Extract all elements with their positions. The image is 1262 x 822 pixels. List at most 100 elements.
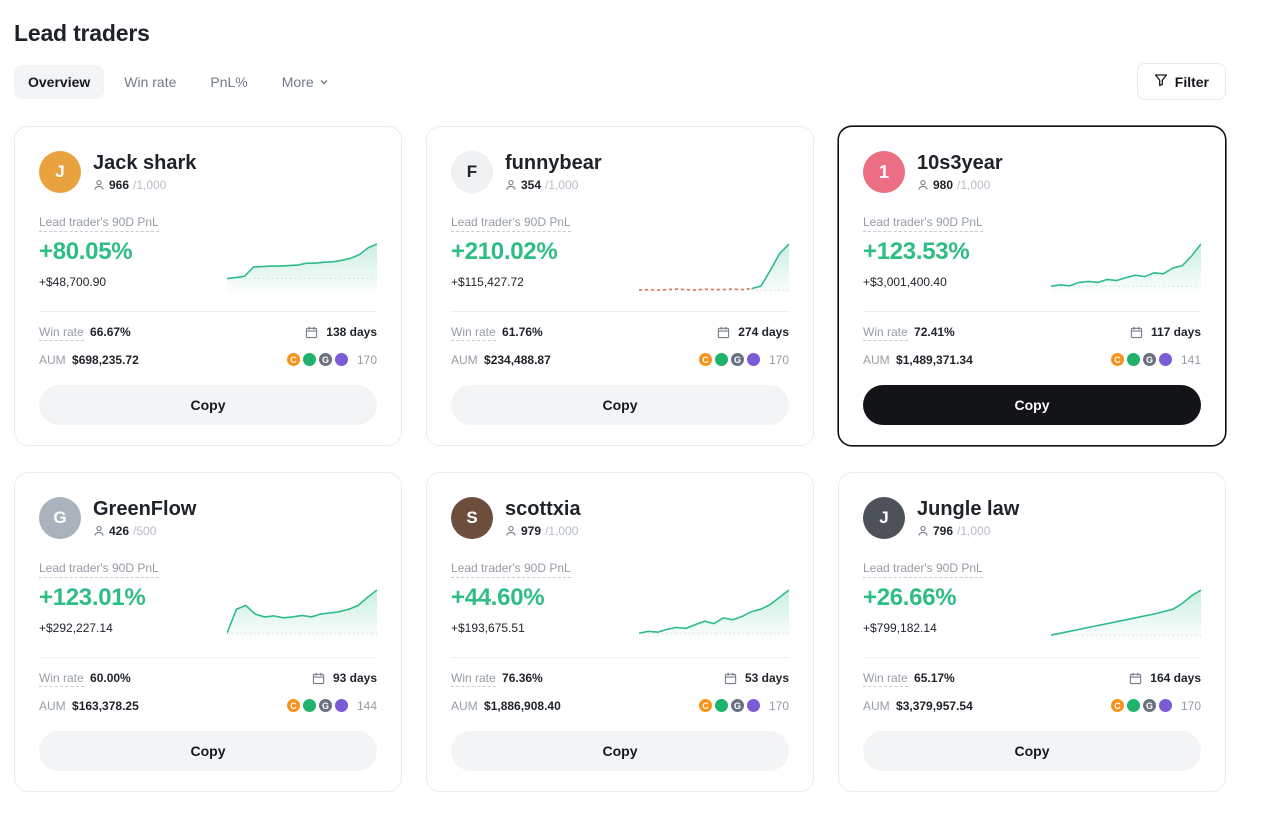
trader-identity: scottxia 979/1,000 [505,498,581,538]
coin-icon [713,352,729,367]
trader-name: GreenFlow [93,498,197,520]
traded-coins: C G 141 [1109,352,1201,367]
divider [451,657,789,658]
aum-row: AUM $698,235.72 C G 170 [39,352,377,367]
people-icon [917,525,929,537]
calendar-icon [1130,326,1143,339]
coin-icon: C [1109,698,1125,713]
pnl-percent: +123.53% [863,238,970,265]
trader-card[interactable]: S scottxia 979/1,000 Lead trader's 90D P… [426,472,814,792]
trader-card[interactable]: F funnybear 354/1,000 Lead trader's 90D … [426,126,814,446]
pnl-percent: +80.05% [39,238,133,265]
card-header: G GreenFlow 426/500 [39,497,377,539]
pnl-percent: +210.02% [451,238,558,265]
pnl-sparkline-chart [227,589,377,642]
members-max: /1,000 [957,524,991,538]
pnl-percent: +44.60% [451,584,545,611]
coin-icon: C [697,352,713,367]
aum-value: $698,235.72 [72,352,139,367]
aum-value: $163,378.25 [72,698,139,713]
win-rate-row: Win rate 60.00% 93 days [39,671,377,687]
members-count: 796/1,000 [917,524,1019,538]
pnl-usd: +$115,427.72 [451,275,524,289]
filter-label: Filter [1174,73,1209,90]
aum-label: AUM [451,352,478,367]
trader-card[interactable]: J Jack shark 966/1,000 Lead trader's 90D… [14,126,402,446]
pnl-block: +80.05% +$48,700.90 [39,238,377,296]
win-rate-row: Win rate 65.17% 164 days [863,671,1201,687]
filter-button[interactable]: Filter [1136,63,1226,100]
avatar-text: J [55,162,65,181]
aum-row: AUM $1,886,908.40 C G 170 [451,698,789,713]
days-value: 93 days [332,671,377,685]
copy-button[interactable]: Copy [451,731,789,771]
trader-card[interactable]: 1 10s3year 980/1,000 Lead trader's 90D P… [838,126,1226,446]
pnl-usd: +$48,700.90 [39,275,107,289]
pnl-label: Lead trader's 90D PnL [863,561,983,578]
people-icon [505,179,517,191]
win-rate-value: 61.76% [502,325,543,339]
days-active: 93 days [312,671,377,685]
pnl-sparkline-chart [639,243,789,296]
days-active: 274 days [717,325,789,339]
coin-icon: C [697,698,713,713]
coin-icon: G [1141,698,1157,713]
aum-value: $234,488.87 [484,352,551,367]
calendar-icon [305,326,318,339]
coin-icon [745,352,761,367]
avatar-text: 1 [878,161,889,182]
coins-count: 141 [1180,352,1201,367]
coins-count: 144 [356,698,377,713]
copy-button[interactable]: Copy [451,385,789,425]
pnl-percent: +123.01% [39,584,146,611]
days-value: 138 days [326,325,377,339]
avatar-text: J [879,508,889,527]
members-current: 979 [521,524,542,538]
pnl-percent: +26.66% [863,584,957,611]
coin-icon: G [729,352,745,367]
members-count: 354/1,000 [505,178,602,192]
coin-icon: G [317,698,333,713]
pnl-usd: +$799,182.14 [863,621,937,635]
pnl-sparkline-chart [227,243,377,296]
members-max: /1,000 [957,178,991,192]
days-value: 164 days [1150,671,1201,685]
avatar: 1 [863,151,905,193]
copy-button[interactable]: Copy [39,731,377,771]
traded-coins: C G 170 [697,352,789,367]
avatar: F [451,151,493,193]
calendar-icon [724,672,737,685]
coin-icon [333,698,349,713]
trader-name: scottxia [505,498,581,520]
win-rate-row: Win rate 72.41% 117 days [863,325,1201,341]
lead-traders-page: Lead traders Overview Win rate PnL% More… [14,20,1226,792]
win-rate-label: Win rate [451,325,496,341]
win-rate-label: Win rate [863,325,908,341]
pnl-sparkline-chart [1051,589,1201,642]
tab-win-rate-label: Win rate [124,73,177,90]
copy-button[interactable]: Copy [863,731,1201,771]
divider [863,657,1201,658]
tab-pnl[interactable]: PnL% [196,65,261,99]
days-active: 53 days [724,671,789,685]
coin-icon [301,352,317,367]
days-value: 274 days [738,325,789,339]
tab-overview[interactable]: Overview [14,64,105,99]
members-max: /1,000 [133,178,167,192]
tab-win-rate[interactable]: Win rate [110,65,190,99]
divider [451,311,789,312]
divider [39,311,377,312]
win-rate-value: 65.17% [914,671,955,685]
trader-card[interactable]: J Jungle law 796/1,000 Lead trader's 90D… [838,472,1226,792]
copy-button[interactable]: Copy [863,385,1201,425]
win-rate-label: Win rate [39,671,84,687]
tabs-bar: Overview Win rate PnL% More Filter [14,63,1226,100]
copy-button[interactable]: Copy [39,385,377,425]
trader-name: 10s3year [917,152,1003,174]
traded-coins: C G 144 [285,698,377,713]
traded-coins: C G 170 [697,698,789,713]
tab-more[interactable]: More [268,65,343,99]
trader-card[interactable]: G GreenFlow 426/500 Lead trader's 90D Pn… [14,472,402,792]
coin-icon: C [285,352,301,367]
coins-count: 170 [356,352,377,367]
